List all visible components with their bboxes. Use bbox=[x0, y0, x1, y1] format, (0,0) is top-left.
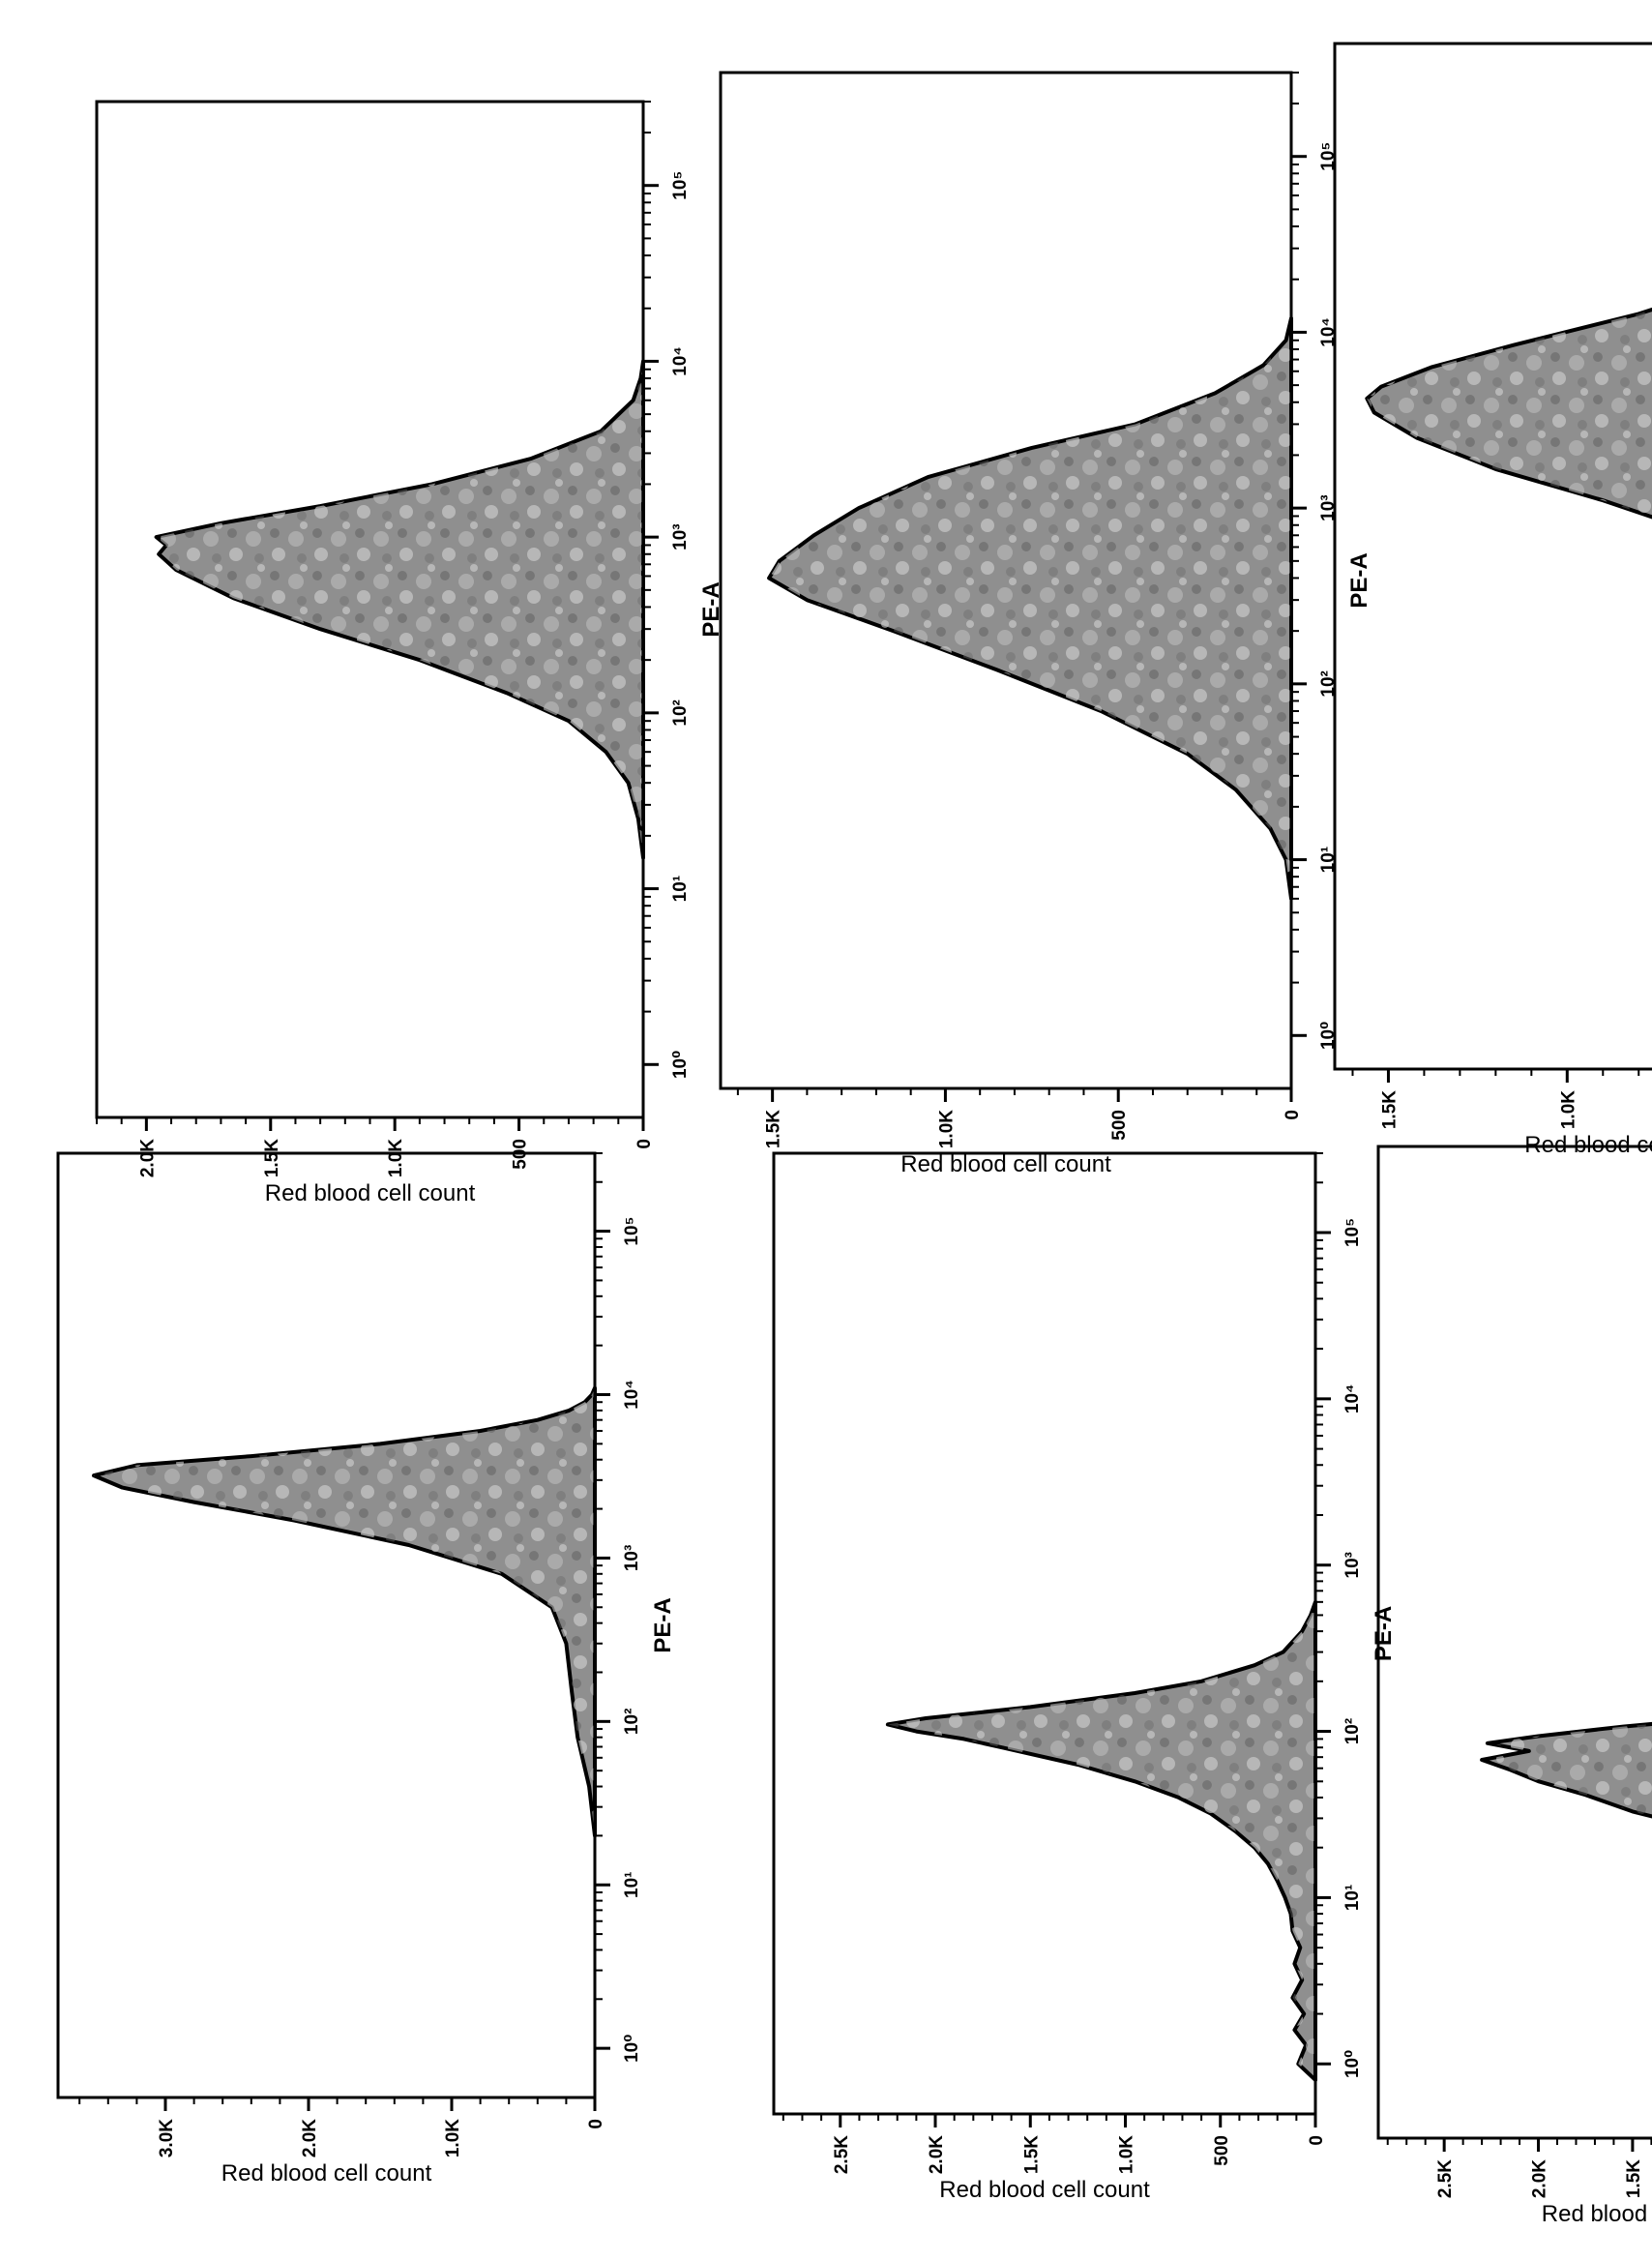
y-tick-label: 1.0K bbox=[443, 2119, 463, 2157]
y-tick-label: 0 bbox=[634, 1139, 655, 1149]
y-tick-label: 0 bbox=[1283, 1110, 1303, 1120]
y-tick-label: 0 bbox=[586, 2119, 606, 2129]
histogram-panel-fig-4c: 10⁰ 10¹ 10² 10³ 10⁴ 10⁵ PE-A 0 1.0K 2.0K 3.0K Red b… bbox=[56, 1151, 676, 2187]
y-tick-label: 1.5K bbox=[1021, 2135, 1042, 2174]
histogram-texture bbox=[1367, 167, 1652, 678]
y-tick-label: 500 bbox=[511, 1139, 531, 1170]
x-tick-label: 10⁴ bbox=[1342, 1384, 1363, 1414]
x-axis-title: PE-A bbox=[650, 1597, 676, 1652]
plot-frame bbox=[1333, 42, 1652, 1071]
x-tick-label: 10⁰ bbox=[1342, 2050, 1363, 2078]
y-tick-label: 1.5K bbox=[262, 1139, 282, 1177]
x-tick-label: 10² bbox=[1342, 1718, 1363, 1744]
x-tick-label: 10³ bbox=[1342, 1552, 1363, 1578]
x-tick-label: 10⁵ bbox=[670, 171, 691, 200]
y-tick-label: 2.0K bbox=[300, 2119, 320, 2157]
y-tick-label: 1.0K bbox=[1117, 2135, 1137, 2174]
histogram-texture bbox=[1482, 1661, 1652, 2103]
plot-frame bbox=[719, 71, 1293, 1090]
x-tick-label: 10⁰ bbox=[1318, 1022, 1339, 1050]
x-axis-title: PE-A bbox=[1346, 552, 1372, 608]
y-tick-label: 3.0K bbox=[157, 2119, 177, 2157]
histogram-panel-fig-4a: 10⁰10¹10²10³10⁴10⁵PE-A05001.0K1.5K2.0K2.… bbox=[1376, 1145, 1652, 2227]
y-tick-label: 1.5K bbox=[764, 1110, 784, 1148]
y-tick-label: 1.0K bbox=[386, 1139, 406, 1177]
x-tick-label: 10⁵ bbox=[622, 1217, 642, 1246]
y-axis-title: Red blood cell count bbox=[265, 1180, 476, 1206]
y-tick-label: 500 bbox=[1109, 1110, 1130, 1141]
y-tick-label: 2.0K bbox=[927, 2135, 947, 2174]
plot-frame bbox=[1376, 1145, 1652, 2140]
y-axis-title: Red blood cell count bbox=[939, 2177, 1150, 2203]
y-tick-label: 1.0K bbox=[936, 1110, 957, 1148]
x-tick-label: 10⁴ bbox=[622, 1380, 642, 1410]
x-tick-label: 10¹ bbox=[1318, 847, 1339, 873]
y-tick-label: 1.0K bbox=[1558, 1090, 1578, 1129]
histogram-panel-fig-4e: 10⁰ 10¹ 10² 10³ 10⁴ 10⁵ PE-A 0 500 1.0K 1.5K Red bl… bbox=[719, 71, 1372, 1177]
x-tick-label: 10³ bbox=[670, 523, 691, 550]
x-tick-label: 10² bbox=[622, 1709, 642, 1735]
y-tick-label: 2.5K bbox=[832, 2135, 852, 2174]
y-axis-title: Red blood cell count bbox=[1542, 2201, 1652, 2227]
y-tick-label: 500 bbox=[1212, 2135, 1232, 2166]
x-tick-label: 10⁰ bbox=[670, 1051, 691, 1079]
y-axis-title: Red blood cell count bbox=[900, 1151, 1111, 1177]
x-tick-label: 10⁰ bbox=[622, 2034, 642, 2062]
y-tick-label: 2.5K bbox=[1435, 2159, 1456, 2198]
x-axis-title: PE-A bbox=[698, 581, 724, 637]
x-tick-label: 10³ bbox=[622, 1545, 642, 1571]
histogram-panel-fig-4b: 10⁰ 10¹ 10² 10³ 10⁴ 10⁵ PE-A 0 500 1.0K 1.5K 2.0K 2.… bbox=[772, 1151, 1397, 2203]
plot-frame bbox=[56, 1151, 597, 2099]
x-tick-label: 10¹ bbox=[622, 1872, 642, 1898]
y-axis-title: Red blood cell count bbox=[1524, 1132, 1652, 1158]
y-tick-label: 2.0K bbox=[1530, 2159, 1550, 2198]
histogram-texture bbox=[769, 318, 1291, 899]
y-tick-label: 1.5K bbox=[1379, 1090, 1400, 1129]
x-tick-label: 10¹ bbox=[670, 876, 691, 902]
plot-frame bbox=[772, 1151, 1317, 2116]
x-tick-label: 10⁵ bbox=[1318, 142, 1339, 171]
x-tick-label: 10¹ bbox=[1342, 1885, 1363, 1911]
y-tick-label: 2.0K bbox=[137, 1139, 158, 1177]
histogram-texture bbox=[887, 1601, 1315, 2080]
y-tick-label: 0 bbox=[1307, 2135, 1327, 2146]
x-tick-label: 10⁴ bbox=[1318, 317, 1339, 347]
y-axis-title: Red blood cell count bbox=[221, 2160, 432, 2187]
x-tick-label: 10⁵ bbox=[1342, 1218, 1363, 1247]
x-tick-label: 10⁴ bbox=[670, 346, 691, 376]
histogram-texture bbox=[94, 1387, 595, 1836]
histogram-panel-fig-4f: 10⁰ 10¹ 10² 10³ 10⁴ 10⁵ PE-A 0 500 1.0K 1.5K 2.0K Re… bbox=[95, 100, 724, 1206]
x-tick-label: 10³ bbox=[1318, 494, 1339, 521]
histogram-texture bbox=[156, 361, 643, 858]
x-tick-label: 10² bbox=[670, 699, 691, 726]
x-axis-title: PE-A bbox=[1371, 1606, 1397, 1661]
x-tick-label: 10² bbox=[1318, 670, 1339, 697]
y-tick-label: 1.5K bbox=[1624, 2159, 1644, 2198]
